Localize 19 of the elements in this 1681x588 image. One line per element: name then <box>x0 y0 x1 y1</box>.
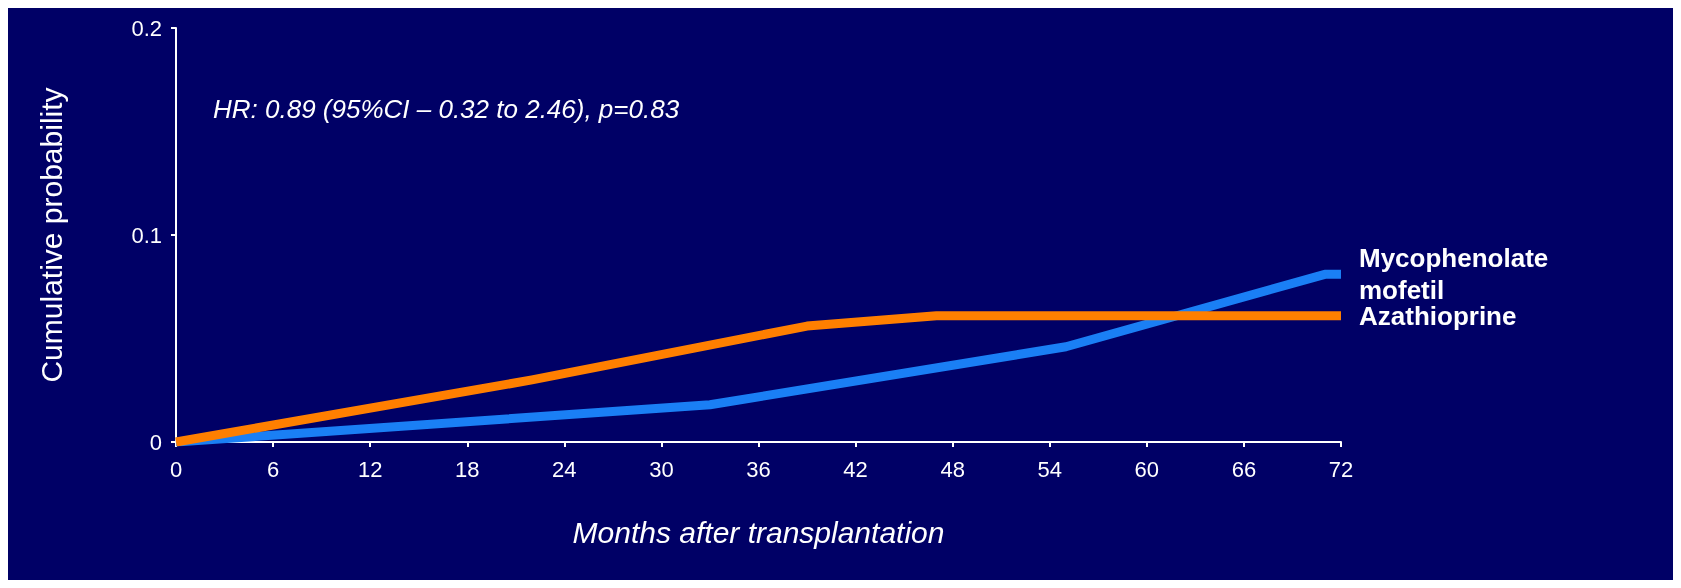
x-tick-label: 18 <box>455 456 480 482</box>
x-tick-label: 42 <box>843 456 868 482</box>
x-tick-label: 48 <box>940 456 965 482</box>
x-tick-label: 54 <box>1037 456 1062 482</box>
y-axis-title: Cumulative probability <box>34 87 68 383</box>
x-tick-label: 36 <box>746 456 771 482</box>
y-tick-label: 0.2 <box>131 15 162 41</box>
x-tick-label: 30 <box>649 456 674 482</box>
x-tick-label: 24 <box>552 456 577 482</box>
x-tick-label: 66 <box>1231 456 1257 482</box>
x-tick-label: 72 <box>1328 456 1354 482</box>
x-tick-label: 0 <box>169 456 183 482</box>
y-tick-label: 0 <box>149 429 162 455</box>
x-tick-label: 12 <box>357 456 383 482</box>
x-axis-title: Months after transplantation <box>572 515 945 549</box>
x-tick-label: 6 <box>266 456 280 482</box>
y-tick-label: 0.1 <box>131 222 162 248</box>
annotation: HR: 0.89 (95%CI – 0.32 to 2.46), p=0.83 <box>213 94 680 124</box>
x-tick-label: 60 <box>1134 456 1160 482</box>
